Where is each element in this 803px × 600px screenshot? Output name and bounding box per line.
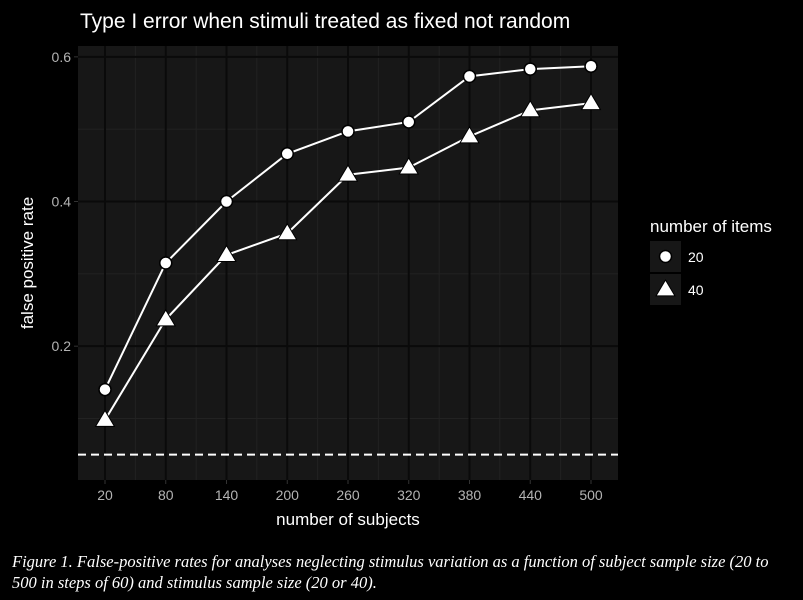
data-point-20 xyxy=(462,69,477,84)
series-layer xyxy=(94,59,602,427)
data-point-40 xyxy=(155,308,177,327)
chart-title: Type I error when stimuli treated as fix… xyxy=(80,10,570,33)
legend-label-40: 40 xyxy=(688,282,704,298)
data-point-40 xyxy=(398,157,420,175)
data-point-40 xyxy=(216,244,237,262)
data-point-20 xyxy=(523,62,537,76)
y-tick-label: 0.6 xyxy=(52,49,72,65)
x-axis-ticks: 20 80 140 200 260 320 380 440 500 xyxy=(97,480,603,503)
grid xyxy=(78,46,618,480)
y-tick-label: 0.2 xyxy=(52,338,72,354)
figure-caption: Figure 1. False-positive rates for analy… xyxy=(12,552,769,592)
data-point-20 xyxy=(219,194,234,209)
data-point-20 xyxy=(159,256,173,270)
y-axis-label: false positive rate xyxy=(18,197,37,329)
x-tick-label: 140 xyxy=(215,487,239,503)
x-tick-label: 320 xyxy=(397,487,421,503)
data-point-20 xyxy=(341,124,355,139)
data-point-40 xyxy=(580,92,602,111)
x-tick-label: 440 xyxy=(519,487,543,503)
x-tick-label: 80 xyxy=(158,487,174,503)
data-point-40 xyxy=(276,222,298,241)
legend-label-20: 20 xyxy=(688,249,704,265)
data-point-20 xyxy=(280,147,294,161)
data-point-40 xyxy=(459,125,480,144)
chart: Type I error when stimuli treated as fix… xyxy=(18,10,772,529)
legend-symbol-20 xyxy=(658,249,673,264)
data-point-40 xyxy=(94,409,116,427)
data-point-40 xyxy=(519,99,541,118)
y-axis-ticks: 0.2 0.4 0.6 xyxy=(52,49,78,354)
legend-title: number of items xyxy=(650,217,772,236)
x-tick-label: 260 xyxy=(336,487,360,503)
data-point-40 xyxy=(337,164,359,182)
x-tick-label: 500 xyxy=(579,487,603,503)
y-tick-label: 0.4 xyxy=(52,194,72,210)
x-axis-label: number of subjects xyxy=(276,510,420,529)
x-tick-label: 20 xyxy=(97,487,113,503)
data-point-20 xyxy=(402,115,416,129)
x-tick-label: 380 xyxy=(458,487,482,503)
data-point-20 xyxy=(584,59,598,74)
legend-symbol-40 xyxy=(655,279,676,297)
data-point-20 xyxy=(98,382,112,397)
x-tick-label: 200 xyxy=(276,487,300,503)
